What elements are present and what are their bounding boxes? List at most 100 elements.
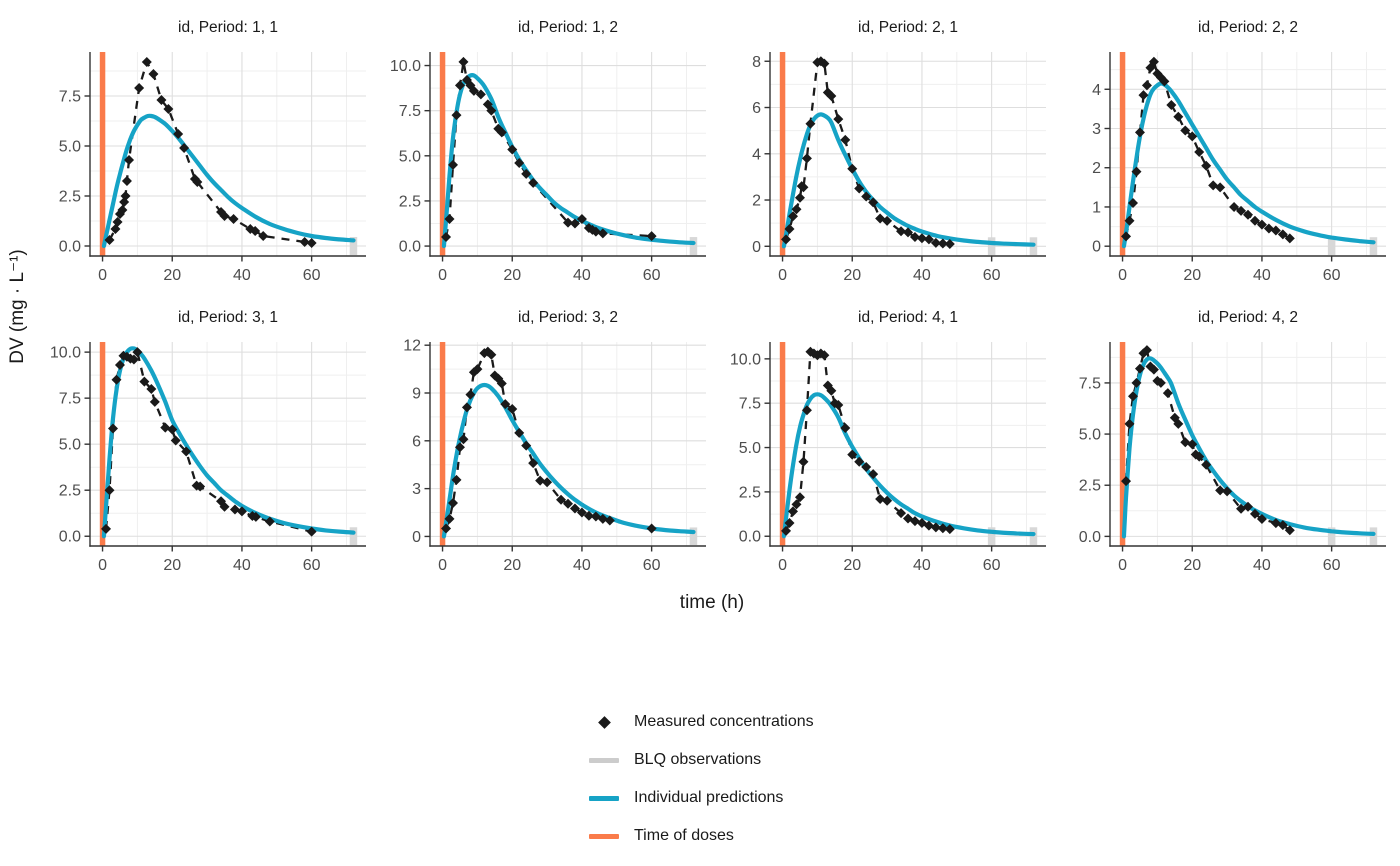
measured-point [794,492,805,503]
measured-point [195,481,206,492]
measured-point [868,197,879,208]
measured-point [788,211,798,222]
x-tick-label: 0 [778,557,787,574]
measured-point [1134,363,1145,374]
facet-panel: id, Period: 2, 1 0 20 40 60 0 2 4 6 8 [712,14,1052,304]
measured-point [139,376,150,387]
measured-point [805,118,816,129]
y-tick-label: 7.5 [59,89,81,106]
measured-point [1124,418,1135,429]
legend-item-measured: Measured concentrations [588,703,814,741]
x-tick-label: 0 [1118,267,1127,284]
measured-point [444,213,455,224]
measured-point [930,237,941,248]
facet-plot: 0 20 40 60 0 1 2 3 4 [1092,52,1386,284]
measured-point [801,153,812,164]
y-tick-label: 0 [752,239,761,256]
measured-point [583,510,594,521]
measured-point [903,227,913,238]
x-tick-label: 40 [233,557,251,574]
y-tick-label: 0 [412,529,421,546]
facet-title: id, Period: 3, 2 [518,309,618,326]
measured-point [521,168,532,179]
y-tick-label: 0.0 [59,239,81,256]
measured-point [1284,233,1295,244]
measured-point [493,123,504,134]
measured-point [219,501,230,512]
measured-point [1121,476,1132,487]
blq-mark [987,527,996,545]
measured-point [556,494,567,505]
y-tick-label: 12 [403,338,421,355]
legend-item-predictions: Individual predictions [588,779,814,817]
blq-mark [349,237,358,255]
measured-point [479,348,490,359]
measured-point [1141,345,1152,356]
facet-title: id, Period: 1, 2 [518,19,618,36]
measured-point [784,517,795,528]
measured-point [521,440,532,451]
facet-panel: id, Period: 1, 2 0 20 40 60 0.0 2.5 5.0 7.5 10.0 [372,14,712,304]
y-tick-label: 2 [752,193,761,210]
y-axis-label: DV (mg · L⁻¹) [2,0,32,612]
blq-mark [689,527,698,545]
measured-point [833,399,844,410]
measured-point [882,495,893,506]
measured-point [179,143,190,153]
measured-point [1187,131,1198,142]
measured-point [646,523,657,534]
y-tick-label: 2 [1092,160,1101,177]
measured-point [104,235,115,245]
y-tick-label: 0.0 [399,239,421,256]
measured-point [486,105,497,116]
measured-point [597,228,608,239]
measured-line [784,60,950,246]
measured-point [461,402,472,413]
measured-point [170,435,181,446]
measured-line [784,350,950,532]
diamond-icon [588,715,620,729]
x-tick-label: 60 [643,557,661,574]
measured-point [1131,166,1142,177]
facet-panel: id, Period: 4, 2 0 20 40 60 0.0 2.5 5.0 7.5 [1052,304,1392,594]
y-tick-label: 10.0 [730,351,761,368]
x-tick-label: 60 [643,267,661,284]
measured-point [264,516,275,527]
measured-point [250,511,261,522]
measured-point [156,95,167,105]
measured-point [896,508,907,519]
measured-point [111,374,122,385]
measured-point [173,129,184,139]
prediction-line [1121,81,1376,249]
x-tick-label: 60 [983,267,1001,284]
blq-mark [349,527,358,545]
dose-line [1119,52,1126,256]
measured-point [937,523,948,534]
measured-point [896,226,907,237]
measured-point [1270,225,1281,236]
measured-point [801,405,812,416]
measured-point [458,434,469,445]
x-tick-label: 40 [913,557,931,574]
measured-point [441,523,452,534]
measured-point [781,525,792,536]
facet-panel: id, Period: 1, 1 0 20 40 60 0.0 2.5 5.0 7.5 [32,14,372,304]
x-tick-label: 40 [1253,557,1271,574]
measured-point [514,158,525,169]
measured-point [923,234,934,245]
measured-point [1201,459,1212,470]
measured-point [451,110,462,121]
measured-point [822,380,833,391]
measured-point [882,215,893,226]
x-tick-label: 60 [303,557,321,574]
measured-point [149,396,160,407]
gray-line-icon [588,757,620,763]
y-tick-label: 0.0 [1079,529,1101,546]
measured-point [1138,90,1149,101]
measured-point [1180,125,1191,136]
measured-point [590,226,601,237]
facet-title: id, Period: 2, 1 [858,19,958,36]
facet-plot: 0 20 40 60 0 2 4 6 8 [752,52,1046,284]
blq-mark [689,237,698,255]
measured-point [112,217,123,227]
